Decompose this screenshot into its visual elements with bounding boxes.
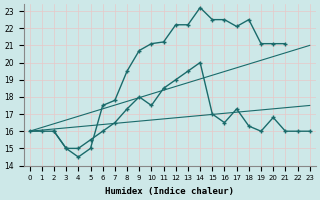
X-axis label: Humidex (Indice chaleur): Humidex (Indice chaleur) [105, 187, 234, 196]
